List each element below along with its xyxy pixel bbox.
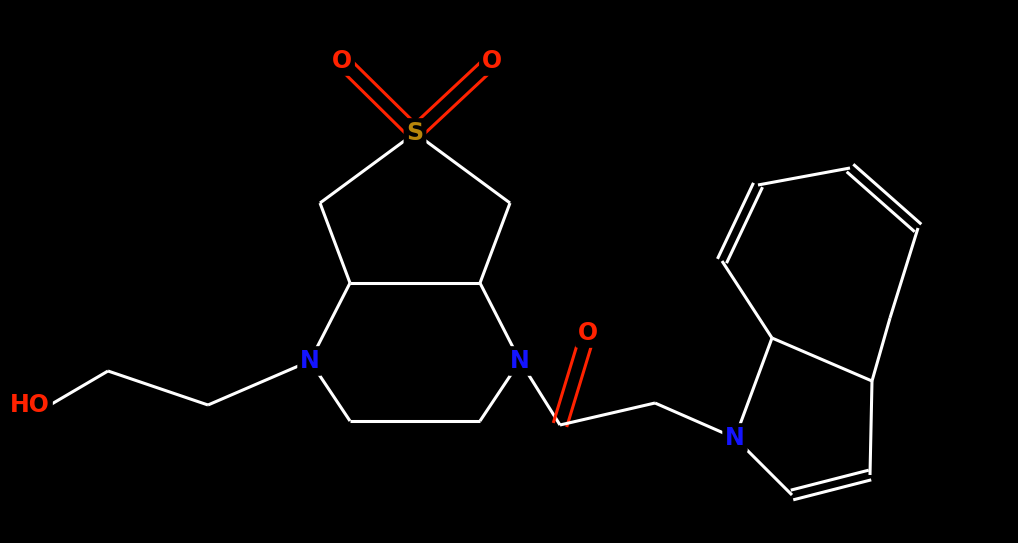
Text: O: O xyxy=(482,49,502,73)
Text: O: O xyxy=(332,49,352,73)
Text: O: O xyxy=(578,321,598,345)
Text: N: N xyxy=(510,349,530,373)
Text: N: N xyxy=(725,426,745,450)
Text: HO: HO xyxy=(10,393,50,417)
Text: N: N xyxy=(300,349,320,373)
Text: S: S xyxy=(406,121,423,145)
